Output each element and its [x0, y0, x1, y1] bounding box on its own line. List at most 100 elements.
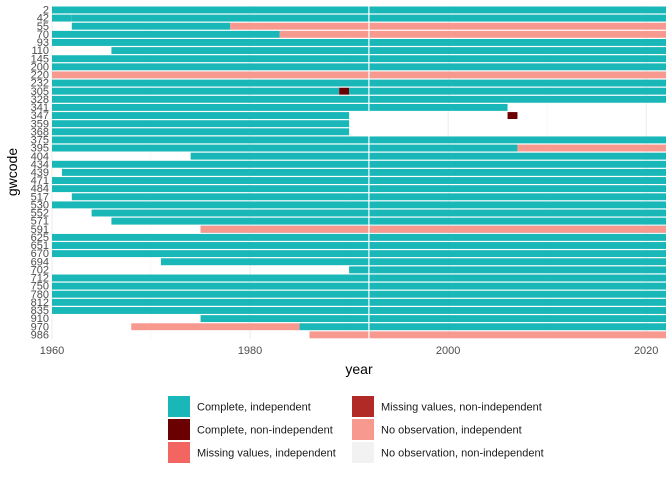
y-tick-label: 359	[31, 118, 49, 130]
row-segment-93	[52, 38, 666, 46]
legend-swatch-complete_independent	[168, 396, 190, 417]
row-segment-55	[259, 22, 666, 30]
row-segment-986	[309, 331, 666, 339]
legend-swatch-missing_independent	[168, 442, 190, 463]
y-tick-label: 110	[31, 45, 49, 57]
row-segment-341	[52, 103, 508, 111]
y-tick-label: 651	[31, 240, 49, 252]
y-tick-label: 93	[37, 37, 49, 49]
row-segment-651	[52, 242, 666, 249]
row-segment-55	[71, 22, 231, 30]
row-segment-970	[299, 323, 666, 331]
legend: Complete, independent Complete, non-indep…	[168, 396, 544, 463]
legend-swatch-no_obs_non_independent	[352, 442, 374, 463]
row-segment-359	[52, 120, 350, 128]
row-segment-439	[61, 168, 667, 176]
y-tick-label: 220	[31, 70, 49, 82]
y-tick-label: 712	[31, 273, 49, 285]
row-segment-55	[230, 22, 260, 30]
y-tick-label: 341	[31, 102, 49, 114]
legend-label-no_obs_non_independent: No observation, non-independent	[381, 448, 544, 460]
row-segment-712	[52, 274, 666, 282]
row-segment-232	[52, 79, 666, 87]
y-tick-label: 670	[31, 248, 49, 260]
x-tick-label: 2000	[436, 345, 460, 357]
row-segment-145	[52, 55, 666, 63]
row-segment-347	[52, 112, 350, 120]
row-segment-404	[190, 152, 667, 160]
y-tick-label: 305	[31, 86, 49, 98]
row-segment-484	[52, 185, 666, 193]
row-segment-780	[52, 290, 666, 298]
legend-label-no_obs_independent: No observation, independent	[381, 425, 522, 437]
row-segment-375	[52, 136, 666, 144]
y-tick-label: 471	[31, 175, 49, 187]
row-segment-591	[200, 225, 666, 233]
y-tick-label: 702	[31, 264, 49, 276]
y-tick-label: 517	[31, 191, 49, 203]
y-tick-label: 42	[37, 13, 49, 25]
y-tick-label: 812	[31, 297, 49, 309]
y-tick-label: 328	[31, 94, 49, 106]
row-segment-328	[359, 95, 666, 103]
y-tick-label: 55	[37, 21, 49, 33]
y-tick-label: 2	[43, 5, 49, 17]
y-tick-label: 70	[37, 29, 49, 41]
row-segment-70	[52, 30, 280, 38]
x-tick-label: 1980	[238, 345, 262, 357]
row-segment-395	[52, 144, 518, 152]
y-tick-label: 375	[31, 135, 49, 147]
y-tick-label: 395	[31, 143, 49, 155]
row-segment-625	[52, 233, 666, 241]
data-rows	[52, 6, 667, 339]
y-tick-label: 910	[31, 313, 49, 325]
row-segment-70	[279, 30, 666, 38]
row-segment-670	[52, 250, 666, 258]
row-segment-694	[160, 258, 666, 266]
y-tick-label: 591	[31, 224, 49, 236]
row-segment-835	[52, 307, 666, 314]
y-tick-label: 404	[31, 151, 49, 163]
row-segment-530	[52, 201, 666, 209]
y-tick-label: 439	[31, 167, 49, 179]
y-tick-label: 986	[31, 329, 49, 341]
row-segment-702	[349, 266, 666, 274]
row-segment-750	[52, 282, 666, 290]
row-segment-305	[339, 87, 350, 95]
y-tick-label: 434	[31, 159, 49, 171]
y-tick-label: 232	[31, 78, 49, 90]
y-tick-label: 347	[31, 110, 49, 122]
row-segment-368	[52, 128, 350, 136]
y-tick-label: 530	[31, 199, 49, 211]
row-segment-395	[517, 144, 666, 152]
row-segment-471	[52, 177, 666, 184]
row-segment-305	[52, 87, 340, 95]
y-tick-label: 368	[31, 126, 49, 138]
row-segment-42	[52, 14, 72, 22]
legend-swatch-complete_non_independent	[168, 419, 190, 440]
y-tick-label: 970	[31, 321, 49, 333]
x-axis-title: year	[345, 361, 373, 377]
legend-label-complete_non_independent: Complete, non-independent	[197, 425, 333, 437]
y-tick-labels: 2425570931101452002202323053283413473593…	[31, 5, 49, 342]
y-tick-label: 625	[31, 232, 49, 244]
row-segment-910	[200, 315, 666, 323]
legend-swatch-no_obs_independent	[352, 419, 374, 440]
x-tick-label: 1960	[40, 345, 64, 357]
y-tick-label: 552	[31, 208, 49, 220]
y-tick-label: 835	[31, 305, 49, 317]
x-tick-label: 2020	[634, 345, 658, 357]
row-segment-305	[349, 87, 666, 95]
row-segment-328	[52, 95, 359, 103]
row-segment-220	[52, 71, 666, 79]
y-tick-label: 145	[31, 53, 49, 65]
y-tick-label: 571	[31, 216, 49, 228]
legend-label-missing_non_independent: Missing values, non-independent	[381, 402, 542, 414]
y-tick-label: 780	[31, 289, 49, 301]
row-segment-571	[111, 217, 666, 225]
y-axis-title: gwcode	[4, 148, 20, 196]
legend-label-missing_independent: Missing values, independent	[197, 448, 336, 460]
row-segment-434	[52, 160, 666, 168]
row-segment-970	[131, 323, 300, 331]
